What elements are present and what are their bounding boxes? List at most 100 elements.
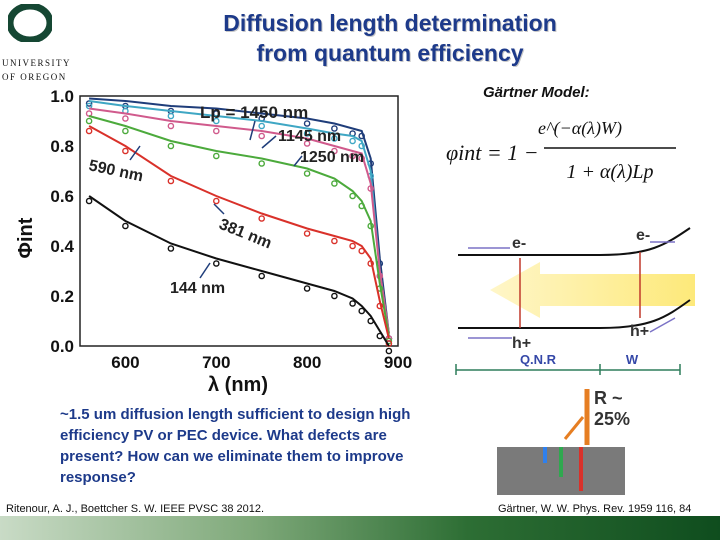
data-point	[349, 242, 356, 250]
data-point	[358, 307, 366, 315]
reflection-line1: R ~	[594, 388, 623, 408]
series-4	[85, 125, 393, 347]
arrow-1145	[261, 135, 277, 149]
y-tick-label: 0.0	[50, 337, 74, 356]
data-point	[258, 272, 266, 280]
citation-right: Gärtner, W. W. Phys. Rev. 1959 116, 84	[498, 503, 692, 515]
slide-title: Diffusion length determination from quan…	[150, 8, 630, 68]
arrow-1450	[249, 120, 256, 141]
series-2	[85, 107, 393, 342]
band-diagram: e- e- h+ h+ Q.N.R W	[455, 227, 695, 375]
data-point	[349, 192, 356, 200]
data-point	[303, 230, 311, 237]
x-tick-label: 700	[202, 353, 230, 372]
x-tick-label: 600	[111, 353, 139, 372]
hole-label-left: h+	[512, 335, 531, 352]
data-point	[167, 245, 175, 252]
electron-label-right: e-	[636, 227, 650, 244]
data-point	[167, 122, 175, 130]
series-line	[89, 97, 390, 334]
citation-left: Ritenour, A. J., Boettcher S. W. IEEE PV…	[6, 503, 265, 515]
data-point	[376, 332, 384, 340]
data-point	[212, 152, 220, 160]
reflected-light-arrow	[563, 416, 585, 440]
data-point	[331, 135, 338, 142]
data-point	[122, 147, 129, 155]
reflection-line2: 25%	[594, 409, 631, 429]
data-point	[358, 247, 366, 255]
data-point	[349, 137, 356, 145]
title-line2: from quantum efficiency	[256, 40, 524, 66]
title-line1: Diffusion length determination	[223, 10, 557, 36]
arrow-1250	[293, 155, 303, 167]
arrow-381	[213, 203, 225, 215]
data-point	[167, 112, 175, 120]
data-point	[258, 122, 266, 130]
data-point	[367, 260, 375, 267]
w-label: W	[626, 352, 639, 367]
data-point	[303, 120, 311, 127]
y-axis-label: Φint	[15, 217, 37, 258]
x-axis-label: λ (nm)	[208, 374, 268, 396]
data-point	[358, 202, 366, 210]
data-point	[212, 117, 220, 125]
hole-label-right: h+	[630, 323, 649, 340]
data-point	[258, 160, 266, 167]
hole-arrow-right	[649, 317, 676, 333]
data-point	[85, 100, 93, 107]
arrow-144	[199, 262, 211, 279]
data-point	[331, 237, 338, 245]
data-point	[85, 127, 93, 135]
data-point	[376, 302, 384, 310]
electron-label-left: e-	[512, 235, 526, 252]
university-logo: UNIVERSITY OF OREGON	[0, 0, 78, 92]
y-tick-label: 0.2	[50, 287, 74, 306]
qnr-label: Q.N.R	[520, 352, 557, 367]
annotation-arrows	[129, 120, 303, 279]
data-point	[331, 292, 338, 300]
series-line	[88, 100, 390, 334]
data-point	[367, 185, 375, 192]
data-point	[367, 222, 375, 230]
data-point	[122, 115, 129, 122]
formula-denominator: 1 + α(λ)Lp	[566, 161, 653, 183]
data-point	[385, 347, 393, 355]
data-point	[367, 317, 375, 325]
data-point	[303, 170, 311, 177]
series-group	[85, 97, 393, 355]
data-point	[303, 130, 311, 137]
footer-bar	[0, 516, 720, 540]
data-point	[85, 197, 93, 205]
light-arrow	[490, 262, 695, 318]
series-line	[88, 107, 390, 334]
conclusion-text: ~1.5 um diffusion length sufficient to d…	[60, 406, 411, 486]
data-point	[85, 117, 93, 125]
data-point	[303, 285, 311, 292]
gartner-model-title: Gärtner Model:	[483, 84, 590, 101]
data-point	[212, 260, 220, 267]
y-tick-label: 0.4	[50, 237, 74, 256]
plot-frame	[79, 95, 399, 347]
sample-illustration	[497, 389, 625, 495]
tick-group: 600 700 800 900 0.0 0.2 0.4 0.6 0.8 1.0	[50, 88, 412, 372]
formula-numerator: e^(−α(λ)W)	[538, 118, 622, 139]
data-point	[167, 177, 175, 185]
valence-band	[458, 299, 691, 329]
data-point	[331, 180, 338, 187]
series-3	[85, 115, 393, 345]
data-point	[167, 142, 175, 150]
formula-lhs: φint = 1 −	[446, 140, 539, 165]
data-point	[358, 155, 366, 162]
x-tick-label: 800	[293, 353, 321, 372]
data-point	[258, 132, 266, 140]
annotation-1145: 1145 nm	[278, 128, 341, 145]
oregon-o-icon	[8, 4, 52, 42]
data-point	[358, 132, 366, 140]
x-tick-label: 900	[384, 353, 412, 372]
arrow-590	[129, 145, 141, 161]
data-point	[258, 215, 266, 222]
conduction-band	[458, 227, 691, 256]
data-point	[331, 147, 338, 155]
data-point	[331, 125, 338, 132]
y-tick-label: 1.0	[50, 88, 74, 106]
